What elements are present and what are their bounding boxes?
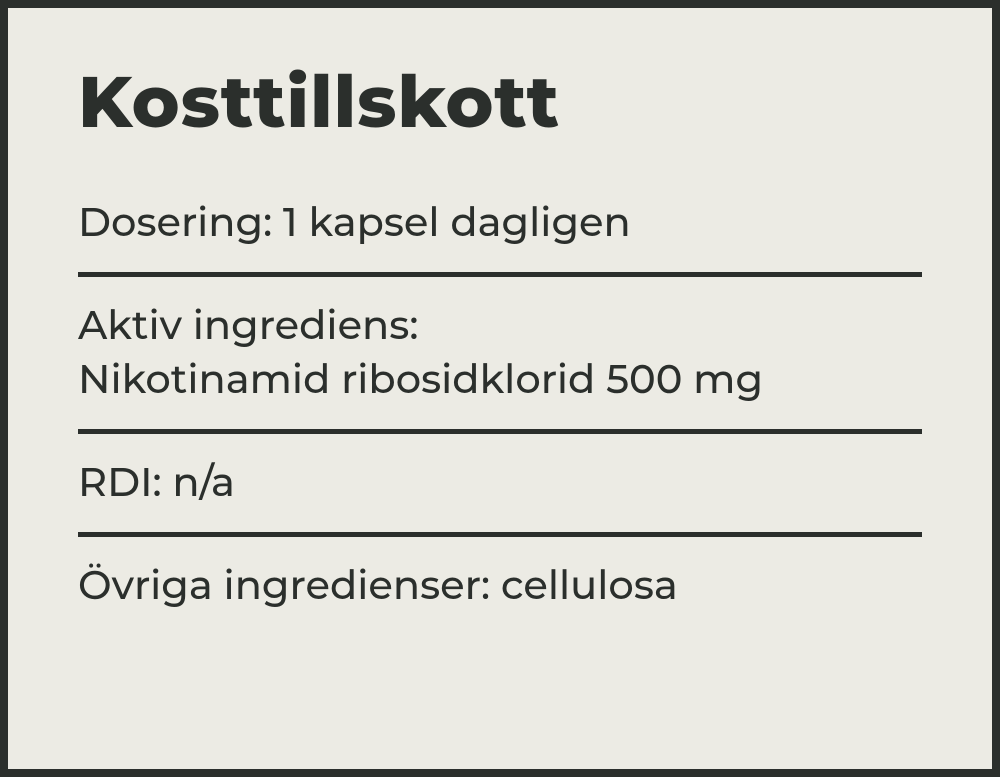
panel-title: Kosttillskott <box>78 58 922 146</box>
dosage-row: Dosering: 1 kapsel dagligen <box>78 196 922 272</box>
other-ingredients-row: Övriga ingredienser: cellulosa <box>78 537 922 635</box>
active-ingredient-row: Aktiv ingrediens:Nikotinamid ribosidklor… <box>78 277 922 429</box>
rdi-row: RDI: n/a <box>78 434 922 532</box>
supplement-facts-panel: Kosttillskott Dosering: 1 kapsel daglige… <box>0 0 1000 777</box>
